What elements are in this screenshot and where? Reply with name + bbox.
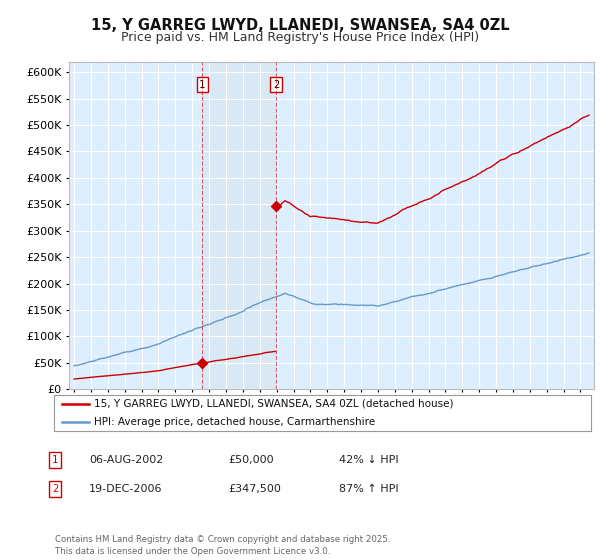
Text: 42% ↓ HPI: 42% ↓ HPI (339, 455, 398, 465)
Text: 15, Y GARREG LWYD, LLANEDI, SWANSEA, SA4 0ZL: 15, Y GARREG LWYD, LLANEDI, SWANSEA, SA4… (91, 18, 509, 33)
Text: HPI: Average price, detached house, Carmarthenshire: HPI: Average price, detached house, Carm… (94, 417, 376, 427)
Text: 1: 1 (199, 80, 205, 90)
Text: Price paid vs. HM Land Registry's House Price Index (HPI): Price paid vs. HM Land Registry's House … (121, 31, 479, 44)
Text: 15, Y GARREG LWYD, LLANEDI, SWANSEA, SA4 0ZL (detached house): 15, Y GARREG LWYD, LLANEDI, SWANSEA, SA4… (94, 399, 454, 409)
Text: 87% ↑ HPI: 87% ↑ HPI (339, 484, 398, 494)
Text: 19-DEC-2006: 19-DEC-2006 (89, 484, 162, 494)
Bar (202, 62, 276, 389)
Text: 1: 1 (52, 455, 58, 465)
Text: 2: 2 (273, 80, 279, 90)
Text: 2: 2 (52, 484, 58, 494)
Text: Contains HM Land Registry data © Crown copyright and database right 2025.
This d: Contains HM Land Registry data © Crown c… (55, 535, 391, 556)
Text: £347,500: £347,500 (228, 484, 281, 494)
Text: £50,000: £50,000 (228, 455, 274, 465)
Text: 06-AUG-2002: 06-AUG-2002 (89, 455, 163, 465)
